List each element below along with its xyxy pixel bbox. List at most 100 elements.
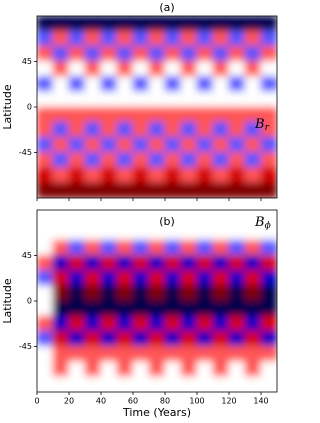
heatmap-cell (100, 91, 118, 108)
heatmap-cell (52, 152, 70, 169)
heatmap-cell (68, 16, 86, 32)
heatmap-cell (68, 167, 86, 184)
heatmap-cell (100, 330, 118, 347)
heatmap-cell (37, 121, 54, 138)
heatmap-cell (37, 300, 54, 317)
heatmap-cell (100, 16, 118, 32)
heatmap-cell (180, 239, 198, 256)
heatmap-cell (37, 30, 54, 47)
heatmap-cell (212, 136, 230, 153)
heatmap-cell (132, 106, 150, 123)
heatmap-cell (196, 224, 214, 241)
heatmap-cell (196, 270, 214, 287)
heatmap-cell (37, 239, 54, 256)
heatmap-cell (164, 45, 182, 62)
heatmap-cell (260, 152, 277, 169)
heatmap-cell (100, 224, 118, 241)
heatmap-cell (132, 30, 150, 47)
heatmap-cell (100, 361, 118, 378)
heatmap-cell (84, 376, 102, 392)
heatmap-cell (68, 30, 86, 47)
heatmap-cell (52, 76, 70, 93)
heatmap-cell (116, 61, 134, 78)
heatmap-cell (132, 270, 150, 287)
heatmap-cell (37, 16, 54, 32)
heatmap-cell (196, 300, 214, 317)
heatmap-cell (116, 361, 134, 378)
heatmap-cell (116, 315, 134, 332)
heatmap-cell (164, 361, 182, 378)
heatmap-cell (116, 300, 134, 317)
heatmap-cell (100, 346, 118, 363)
heatmap-cell (228, 16, 246, 32)
heatmap-cell (244, 255, 262, 272)
heatmap-cell (52, 91, 70, 108)
heatmap-cell (84, 121, 102, 138)
heatmap-cell (37, 76, 54, 93)
heatmap-cell (180, 121, 198, 138)
heatmap-cell (260, 270, 277, 287)
x-tick-label: 120 (221, 397, 236, 406)
heatmap-cell (132, 152, 150, 169)
heatmap-cell (164, 16, 182, 32)
heatmap-cell (116, 136, 134, 153)
heatmap-cell (164, 270, 182, 287)
heatmap-cell (132, 376, 150, 392)
heatmap-cell (196, 361, 214, 378)
heatmap-cell (164, 239, 182, 256)
heatmap-cell (148, 330, 166, 347)
heatmap-cell (260, 16, 277, 32)
heatmap-cell (100, 61, 118, 78)
heatmap-cell (68, 45, 86, 62)
heatmap-cell (228, 61, 246, 78)
x-tick-label: 140 (253, 397, 268, 406)
heatmap-cell (260, 61, 277, 78)
heatmap-cell (132, 45, 150, 62)
y-tick-label: 0 (27, 103, 32, 112)
heatmap-cell (260, 361, 277, 378)
heatmap-cell (100, 45, 118, 62)
heatmap-cell (37, 315, 54, 332)
heatmap-cell (116, 182, 134, 198)
heatmap-cell (116, 91, 134, 108)
heatmap-cell (68, 255, 86, 272)
heatmap-cell (212, 61, 230, 78)
y-tick-label: -45 (19, 342, 32, 351)
x-tick-label: 0 (34, 397, 39, 406)
y-tick-label: 45 (22, 251, 32, 260)
heatmap-cell (164, 300, 182, 317)
heatmap-cell (244, 121, 262, 138)
heatmap-cell (228, 239, 246, 256)
heatmap-cell (68, 239, 86, 256)
heatmap-cell (132, 91, 150, 108)
heatmap-cell (244, 210, 262, 226)
heatmap-cell (180, 167, 198, 184)
heatmap-cell (180, 224, 198, 241)
heatmap-cell (68, 361, 86, 378)
heatmap-cell (180, 315, 198, 332)
heatmap-cell (260, 239, 277, 256)
heatmap-cell (52, 106, 70, 123)
heatmap-cell (244, 182, 262, 198)
heatmap-cell (228, 300, 246, 317)
heatmap-cell (52, 121, 70, 138)
heatmap-cell (164, 106, 182, 123)
heatmap-cell (37, 285, 54, 302)
heatmap-cell (148, 61, 166, 78)
heatmap-cell (52, 330, 70, 347)
heatmap-cell (132, 121, 150, 138)
heatmap-cell (148, 76, 166, 93)
heatmap-cell (180, 376, 198, 392)
heatmap-cell (37, 182, 54, 198)
heatmap-cell (148, 167, 166, 184)
heatmap-cell (180, 346, 198, 363)
heatmap-cell (196, 152, 214, 169)
heatmap-cell (180, 361, 198, 378)
heatmap-cell (132, 346, 150, 363)
y-tick-label: -45 (19, 148, 32, 157)
heatmap-cell (84, 361, 102, 378)
x-axis-label: Time (Years) (122, 406, 191, 419)
heatmap-cell (100, 106, 118, 123)
x-tick-label: 60 (128, 397, 138, 406)
heatmap-cell (164, 255, 182, 272)
